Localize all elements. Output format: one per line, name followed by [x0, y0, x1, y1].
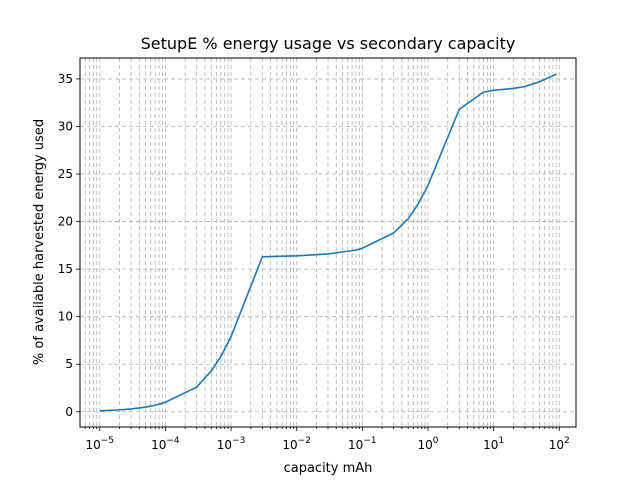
y-tick-label: 25 — [58, 167, 73, 181]
y-tick-label: 15 — [58, 262, 73, 276]
y-tick-label: 0 — [65, 405, 73, 419]
x-axis: 10−5 10−4 10−3 10−2 10−1 100 101 102 — [84, 427, 570, 452]
x-tick-label: 10−2 — [282, 436, 311, 452]
series-line — [99, 73, 557, 412]
x-axis-label: capacity mAh — [284, 461, 373, 476]
y-axis: 0 5 10 15 20 25 30 35 — [58, 72, 80, 419]
x-tick-label: 100 — [417, 436, 438, 452]
y-tick-label: 10 — [58, 310, 73, 324]
x-tick-label: 10−1 — [348, 436, 377, 452]
chart-title: SetupE % energy usage vs secondary capac… — [141, 34, 516, 53]
grid — [80, 58, 576, 427]
x-tick-label: 10−4 — [151, 436, 180, 452]
series-layer — [99, 73, 557, 412]
y-tick-label: 30 — [58, 119, 73, 133]
y-axis-label: % of available harvested energy used — [32, 119, 47, 365]
x-tick-label: 102 — [549, 436, 570, 452]
y-tick-label: 35 — [58, 72, 73, 86]
y-tick-label: 5 — [65, 357, 73, 371]
x-tick-label: 10−3 — [217, 436, 246, 452]
y-tick-label: 20 — [58, 215, 73, 229]
x-tick-label: 101 — [483, 436, 504, 452]
x-tick-label: 10−5 — [85, 436, 114, 452]
